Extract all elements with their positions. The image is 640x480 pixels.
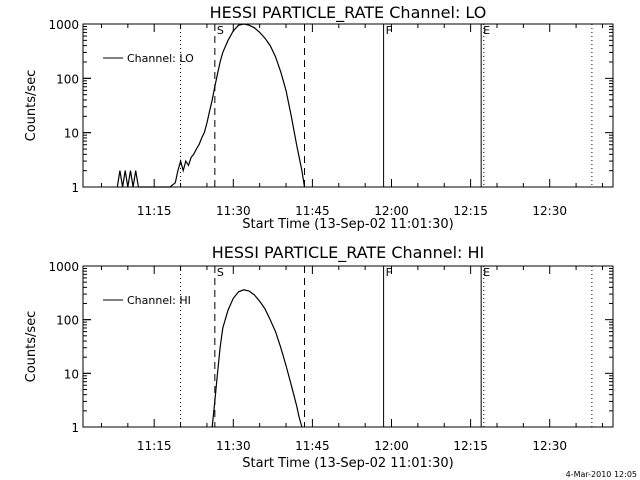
chart-panel-1: HESSI PARTICLE_RATE Channel: LOS F E 1 10 100… [24,3,614,232]
x-axis-label: Start Time (13-Sep-02 11:01:30) [242,456,453,471]
y-axis-label: Counts/sec [24,70,39,142]
plot-frame [82,265,614,428]
x-tick-label: 12:15 [453,439,488,453]
x-tick-label: 11:15 [137,439,172,453]
x-tick-label: 11:30 [216,439,251,453]
y-axis-label: Counts/sec [24,311,39,383]
event-marker-label: F [386,266,392,279]
x-tick-label: 11:45 [295,439,330,453]
chart-title: HESSI PARTICLE_RATE Channel: LO [210,3,487,23]
legend-label: Channel: HI [127,294,191,307]
chart-title: HESSI PARTICLE_RATE Channel: HI [212,243,485,263]
event-marker-label: E [483,266,490,279]
event-marker-label: F [386,24,392,37]
x-axis-label: Start Time (13-Sep-02 11:01:30) [242,217,453,232]
series-line [116,23,306,188]
y-tick-label: 1 [71,181,79,195]
x-tick-label: 12:15 [453,204,488,218]
x-tick-label: 11:15 [137,204,172,218]
timestamp-footer: 4-Mar-2010 12:05 [566,470,637,479]
legend-label: Channel: LO [127,52,194,65]
y-tick-label: 1000 [48,260,79,274]
chart-panel-2: HESSI PARTICLE_RATE Channel: HI S F E 1 10 100… [24,243,614,471]
event-marker-label: S [217,24,224,37]
chart-panels: HESSI PARTICLE_RATE Channel: LOS F E110100… [24,3,614,471]
plot-frame [82,23,614,188]
x-tick-label: 12:30 [532,439,567,453]
x-tick-label: 12:30 [532,204,567,218]
x-tick-label: 12:00 [374,204,409,218]
y-tick-label: 10 [64,367,79,381]
x-tick-label: 12:00 [374,439,409,453]
event-marker-label: S [217,266,224,279]
y-tick-label: 1 [71,421,79,435]
y-tick-label: 1000 [48,18,79,32]
y-tick-label: 10 [64,127,79,141]
y-tick-label: 100 [56,314,79,328]
y-tick-label: 100 [56,72,79,86]
x-tick-label: 11:45 [295,204,330,218]
event-marker-label: E [483,24,490,37]
series-line [211,289,303,428]
x-tick-label: 11:30 [216,204,251,218]
